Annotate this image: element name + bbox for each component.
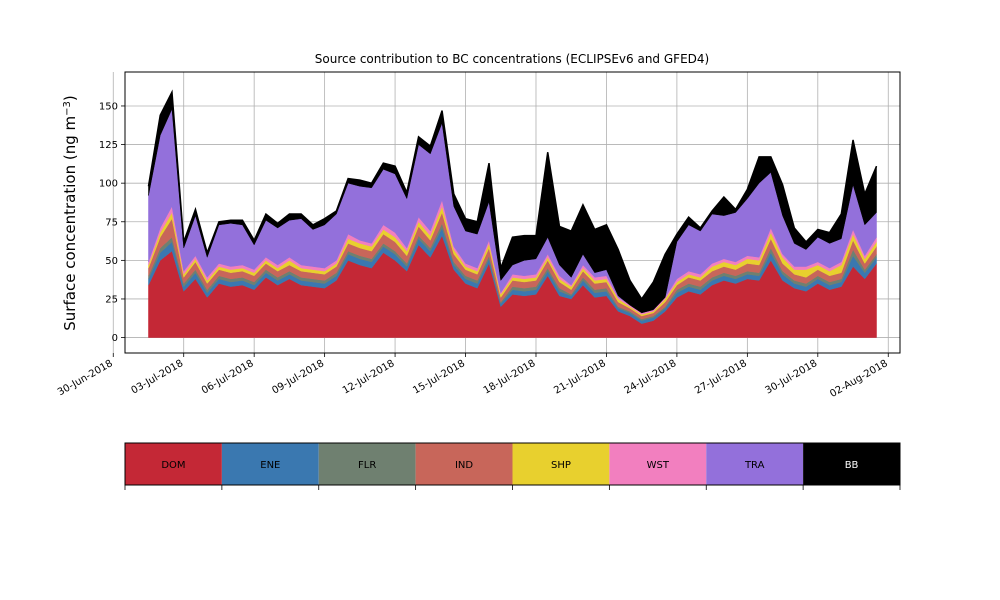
y-axis-label: Surface concentration (ng m−3)	[61, 95, 79, 330]
legend-label-bb: BB	[845, 460, 859, 471]
y-tick-label: 75	[105, 217, 118, 228]
y-tick-label: 0	[112, 333, 118, 344]
y-tick-label: 50	[105, 256, 118, 267]
legend-swatch-dom	[125, 443, 222, 485]
legend-label-shp: SHP	[551, 460, 571, 471]
y-tick-label: 150	[99, 101, 118, 112]
legend-swatch-ene	[221, 443, 319, 485]
top-outline	[147, 89, 878, 301]
legend-label-tra: TRA	[744, 460, 765, 471]
legend-label-flr: FLR	[358, 460, 376, 471]
y-axis: 0 25 50 75 100 125 150	[99, 101, 125, 344]
y-tick-label: 125	[99, 140, 118, 151]
y-tick-label: 25	[105, 294, 118, 305]
legend-swatch-wst	[609, 443, 707, 485]
total-outline	[147, 89, 878, 301]
colorbar-legend: DOM ENE FLR IND SHP WST TRA BB	[124, 442, 901, 490]
chart-title: Source contribution to BC concentrations…	[315, 52, 709, 66]
legend-label-ind: IND	[455, 460, 473, 471]
plot-frame	[124, 71, 901, 354]
legend-swatch-flr	[318, 443, 416, 485]
legend-label-dom: DOM	[161, 460, 185, 471]
legend-swatch-tra	[706, 443, 804, 485]
legend-label-ene: ENE	[260, 460, 280, 471]
legend-label-wst: WST	[647, 460, 670, 471]
legend-swatch-ind	[415, 443, 513, 485]
legend-swatch-shp	[512, 443, 610, 485]
legend-swatch-bb	[803, 443, 900, 485]
y-tick-label: 100	[99, 179, 118, 190]
